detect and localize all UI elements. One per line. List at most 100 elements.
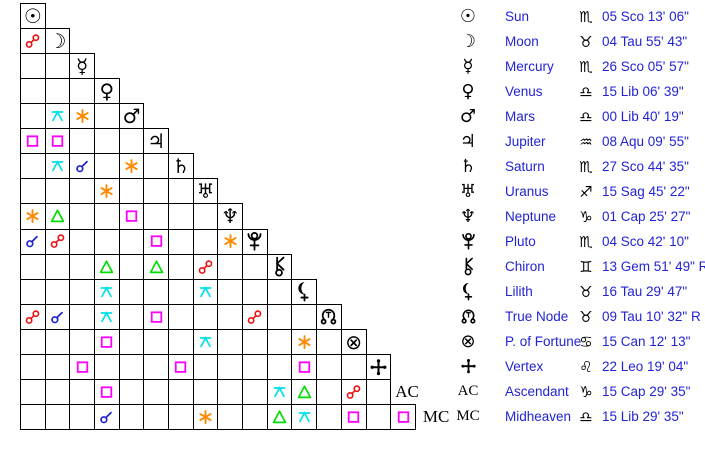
aspect-cell-lilith-x-venus [94, 278, 120, 305]
aspect-cell-fortune-x-sun [20, 328, 46, 355]
quincunx-icon [50, 108, 65, 124]
aspect-cell-pluto-x-neptune [217, 228, 244, 255]
aspect-cell-midheaven-x-pluto [242, 403, 268, 430]
legend-row-pluto: Pluto ♏ 04 Sco 42' 10" [450, 229, 705, 254]
aspect-cell-saturn-x-jupiter [143, 153, 170, 180]
square-icon [99, 384, 114, 400]
aspect-cell-midheaven-x-sun [20, 403, 46, 430]
aspect-cell-fortune-x-saturn [168, 328, 194, 355]
sextile-icon [99, 183, 114, 199]
grid-diagonal-saturn: ♄ [168, 153, 194, 180]
sign-icon-venus: ♎ [579, 82, 593, 101]
aspect-cell-vertex-x-neptune [217, 353, 244, 380]
sextile-icon [198, 409, 213, 425]
mars-icon: ♂ [122, 104, 141, 129]
aspect-cell-fortune-x-mercury [69, 328, 96, 355]
square-icon [173, 359, 188, 375]
ascendant-icon: AC [457, 383, 479, 399]
aspect-cell-ascendant-x-venus [94, 378, 120, 405]
aspect-cell-ascendant-x-moon [44, 378, 71, 405]
aspect-cell-neptune-x-uranus [192, 203, 219, 230]
grid-diagonal-true-node [316, 303, 342, 330]
aspect-cell-midheaven-x-venus [94, 403, 120, 430]
aspect-cell-pluto-x-mars [118, 228, 145, 255]
legend-row-neptune: ♆ Neptune ♑ 01 Cap 25' 27" [450, 204, 705, 229]
legend-name-lilith: Lilith [505, 284, 533, 299]
aspect-cell-saturn-x-sun [20, 153, 46, 180]
legend-name-ascendant: Ascendant [505, 384, 569, 399]
legend-name-true-node: True Node [505, 309, 569, 324]
legend-position-true-node: 09 Tau 10' 32" R [602, 309, 701, 324]
aspect-cell-pluto-x-jupiter [143, 228, 170, 255]
square-icon [50, 133, 65, 149]
aspect-cell-mars-x-sun [20, 103, 46, 130]
chiron-icon [452, 254, 484, 279]
uranus-icon: ♅ [459, 181, 477, 202]
sextile-icon [75, 108, 90, 124]
legend-position-fortune: 15 Can 12' 13" [602, 334, 691, 349]
moon-icon: ☽ [459, 31, 477, 52]
sextile-icon [25, 208, 40, 224]
square-icon [25, 133, 40, 149]
aspect-cell-ascendant-x-fortune [340, 378, 367, 405]
conjunction-icon [75, 158, 90, 174]
quincunx-icon [198, 284, 213, 300]
legend-position-neptune: 01 Cap 25' 27" [602, 209, 691, 224]
aspect-cell-vertex-x-uranus [192, 353, 219, 380]
quincunx-icon [50, 158, 65, 174]
aspect-cell-fortune-x-chiron [266, 328, 293, 355]
aspect-cell-midheaven-x-vertex [365, 403, 392, 430]
sign-icon-vertex: ♌ [579, 357, 593, 376]
venus-icon: ♀ [461, 81, 475, 102]
quincunx-icon [272, 384, 287, 400]
aspect-cell-midheaven-x-saturn [168, 403, 194, 430]
neptune-icon: ♆ [221, 204, 240, 229]
legend-name-jupiter: Jupiter [505, 134, 546, 149]
legend-position-mercury: 26 Sco 05' 57" [602, 59, 689, 74]
aspect-cell-uranus-x-mars [118, 178, 145, 205]
aspect-cell-true-node-x-jupiter [143, 303, 170, 330]
aspect-cell-ascendant-x-uranus [192, 378, 219, 405]
aspect-cell-fortune-x-mars [118, 328, 145, 355]
aspect-cell-fortune-x-true-node [316, 328, 342, 355]
aspect-cell-vertex-x-true-node [316, 353, 342, 380]
uranus-icon: ♅ [196, 179, 215, 204]
aspect-cell-chiron-x-pluto [242, 253, 268, 280]
aspect-cell-lilith-x-saturn [168, 278, 194, 305]
sign-icon-lilith: ♉ [579, 282, 593, 301]
legend-row-vertex: Vertex ♌ 22 Leo 19' 04" [450, 354, 705, 379]
aspect-cell-true-node-x-neptune [217, 303, 244, 330]
aspect-cell-lilith-x-mercury [69, 278, 96, 305]
aspect-cell-pluto-x-uranus [192, 228, 219, 255]
quincunx-icon [198, 334, 213, 350]
opposition-icon [25, 33, 40, 49]
sun-icon: ☉ [459, 6, 477, 27]
sign-icon-jupiter: ♒ [579, 132, 593, 151]
aspect-cell-lilith-x-moon [44, 278, 71, 305]
legend-position-moon: 04 Tau 55' 43" [602, 34, 688, 49]
legend-name-chiron: Chiron [505, 259, 545, 274]
saturn-icon: ♄ [171, 154, 190, 179]
aspect-cell-mars-x-venus [94, 103, 120, 130]
legend-name-mars: Mars [505, 109, 535, 124]
aspect-cell-true-node-x-mars [118, 303, 145, 330]
aspect-cell-vertex-x-jupiter [143, 353, 170, 380]
legend-row-mars: ♂ Mars ♎ 00 Lib 40' 19" [450, 104, 705, 129]
jupiter-icon: ♃ [147, 129, 166, 154]
legend-row-moon: ☽ Moon ♉ 04 Tau 55' 43" [450, 29, 705, 54]
sign-icon-uranus: ♐ [579, 182, 593, 201]
aspect-cell-chiron-x-uranus [192, 253, 219, 280]
sign-icon-true-node: ♉ [579, 307, 593, 326]
aspect-cell-true-node-x-mercury [69, 303, 96, 330]
aspect-cell-vertex-x-lilith [291, 353, 318, 380]
aspect-cell-saturn-x-moon [44, 153, 71, 180]
aspect-cell-vertex-x-pluto [242, 353, 268, 380]
aspect-cell-midheaven-x-uranus [192, 403, 219, 430]
midheaven-icon: MC [456, 408, 480, 424]
legend-position-mars: 00 Lib 40' 19" [602, 109, 684, 124]
aspect-cell-pluto-x-mercury [69, 228, 96, 255]
sign-icon-chiron: ♊ [579, 257, 593, 276]
legend-row-sun: ☉ Sun ♏ 05 Sco 13' 06" [450, 4, 705, 29]
aspect-cell-fortune-x-venus [94, 328, 120, 355]
aspect-cell-chiron-x-moon [44, 253, 71, 280]
